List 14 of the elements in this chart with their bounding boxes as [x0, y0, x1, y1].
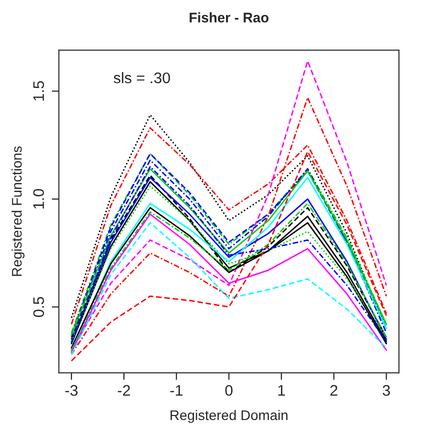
y-tick-label: 1.5 [33, 81, 44, 101]
x-tick-label: 0 [225, 384, 233, 396]
y-tick-label: 0.5 [33, 296, 44, 317]
x-tick-label: -2 [118, 384, 130, 396]
x-tick-label: 3 [382, 384, 390, 396]
x-tick-label: 2 [330, 384, 338, 396]
annotation: sls = .30 [114, 72, 170, 84]
chart-title: Fisher - Rao [190, 12, 268, 22]
y-tick-label: 1.0 [33, 189, 44, 209]
x-tick-label: -3 [65, 384, 78, 396]
x-tick-label: -1 [170, 385, 182, 396]
y-axis-title: Registered Functions [12, 146, 24, 276]
x-axis-title: Registered Domain [170, 410, 288, 423]
x-tick-label: 1 [278, 385, 285, 396]
